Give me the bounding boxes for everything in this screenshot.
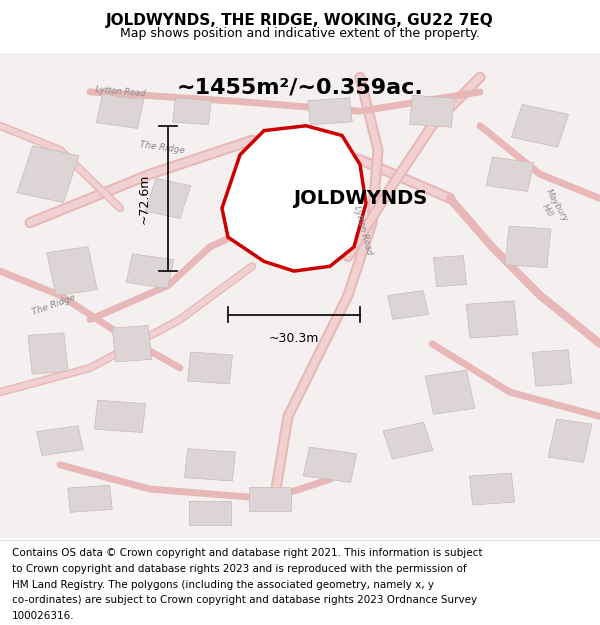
Bar	[532, 350, 572, 386]
Bar	[466, 301, 518, 338]
Bar	[47, 247, 97, 296]
Bar	[17, 146, 79, 202]
Text: to Crown copyright and database rights 2023 and is reproduced with the permissio: to Crown copyright and database rights 2…	[12, 564, 467, 574]
Bar	[388, 291, 428, 319]
Text: ~72.6m: ~72.6m	[137, 173, 151, 224]
Bar	[486, 157, 534, 191]
Text: ~1455m²/~0.359ac.: ~1455m²/~0.359ac.	[176, 77, 424, 97]
Bar	[548, 419, 592, 462]
Bar	[126, 254, 174, 288]
Bar	[189, 501, 231, 526]
Text: Lytton Road: Lytton Road	[95, 85, 145, 99]
Text: HM Land Registry. The polygons (including the associated geometry, namely x, y: HM Land Registry. The polygons (includin…	[12, 579, 434, 589]
Bar	[145, 178, 191, 219]
Text: co-ordinates) are subject to Crown copyright and database rights 2023 Ordnance S: co-ordinates) are subject to Crown copyr…	[12, 595, 477, 605]
Text: The Ridge: The Ridge	[31, 293, 77, 317]
Text: JOLDWYNDS, THE RIDGE, WOKING, GU22 7EQ: JOLDWYNDS, THE RIDGE, WOKING, GU22 7EQ	[106, 13, 494, 28]
Bar	[511, 104, 569, 147]
Bar	[68, 485, 112, 512]
Text: Maybury
Hill: Maybury Hill	[535, 188, 569, 229]
Bar	[308, 98, 352, 125]
Bar	[505, 226, 551, 268]
Bar	[188, 352, 232, 384]
Polygon shape	[222, 126, 366, 271]
Bar	[303, 447, 357, 482]
Bar	[28, 333, 68, 374]
Bar	[185, 449, 235, 481]
Bar	[383, 422, 433, 459]
Bar	[37, 426, 83, 456]
Bar	[112, 326, 152, 362]
Bar	[470, 473, 514, 505]
Bar	[249, 487, 291, 511]
Text: The Ridge: The Ridge	[139, 140, 185, 155]
Text: JOLDWYNDS: JOLDWYNDS	[293, 189, 427, 208]
Text: Contains OS data © Crown copyright and database right 2021. This information is : Contains OS data © Crown copyright and d…	[12, 548, 482, 558]
Bar	[96, 94, 144, 129]
Bar	[410, 95, 454, 128]
Bar	[425, 370, 475, 414]
Text: 100026316.: 100026316.	[12, 611, 74, 621]
Bar	[95, 400, 145, 432]
Text: ~30.3m: ~30.3m	[269, 332, 319, 346]
Text: Lytton Road: Lytton Road	[352, 204, 374, 256]
Bar	[433, 256, 467, 287]
Bar	[173, 98, 211, 124]
Text: Map shows position and indicative extent of the property.: Map shows position and indicative extent…	[120, 27, 480, 40]
